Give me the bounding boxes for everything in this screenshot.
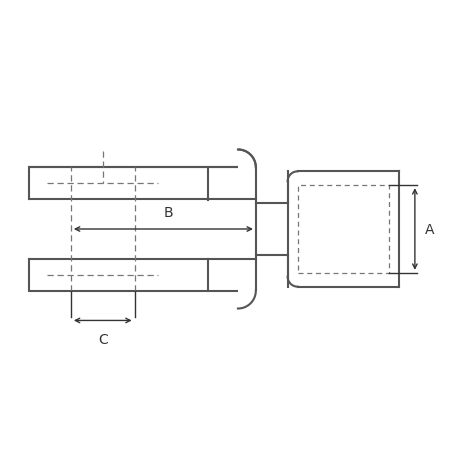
Text: B: B xyxy=(163,206,173,219)
Text: C: C xyxy=(98,333,107,347)
Text: A: A xyxy=(424,223,433,236)
